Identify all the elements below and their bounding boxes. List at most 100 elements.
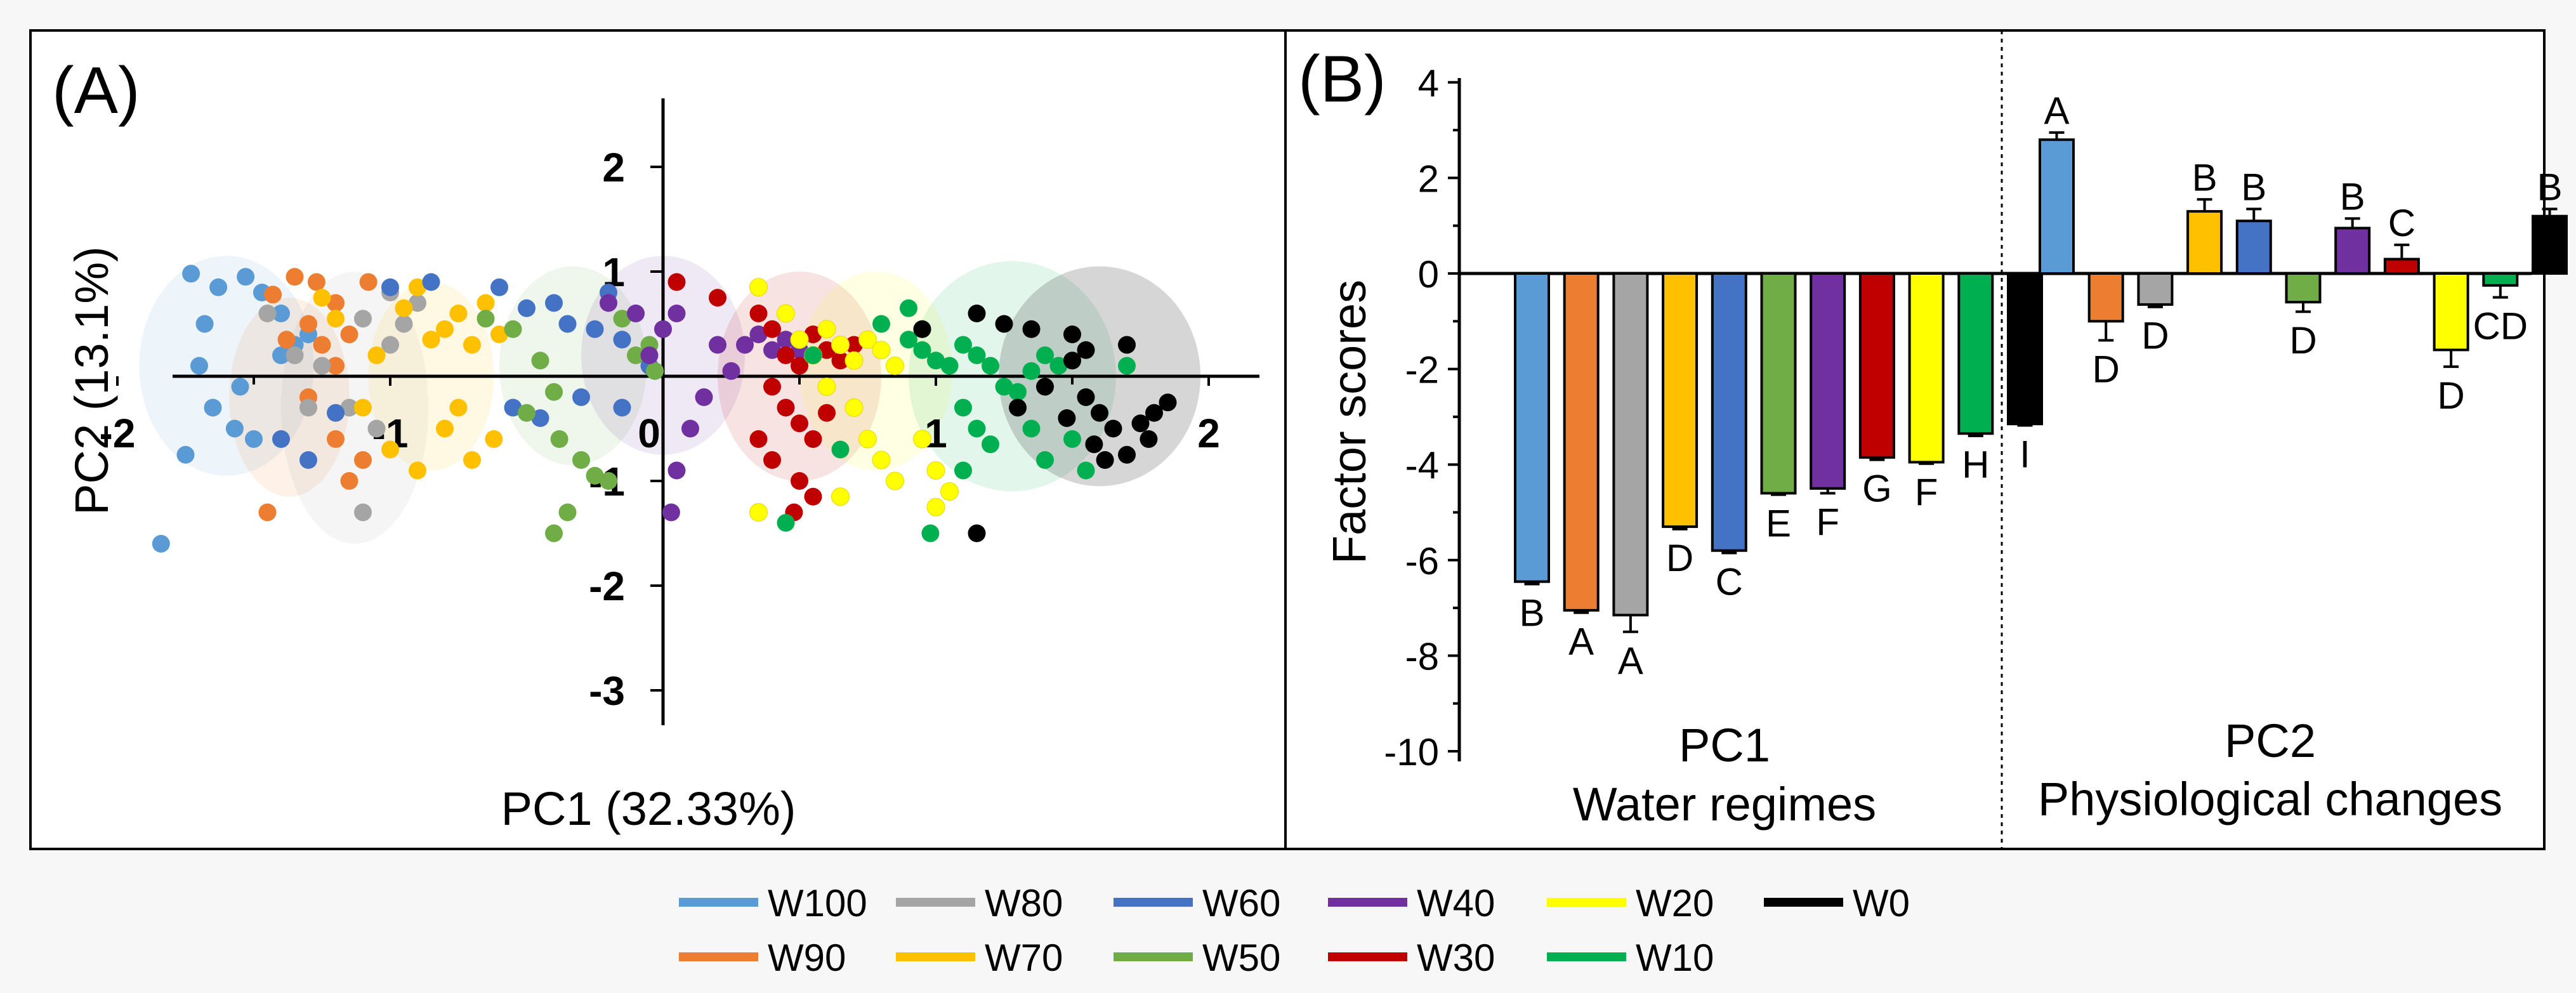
point-w20 [872,341,891,360]
point-w0 [1058,409,1076,427]
point-w60 [327,404,345,422]
point-w90 [299,315,317,333]
legend-swatch-w70 [896,952,975,961]
panel-a-label: (A) [52,54,140,128]
bar-pc1-w40 [1810,272,1846,490]
point-w70 [313,289,331,307]
point-w60 [613,331,631,349]
point-w20 [858,330,877,349]
point-w30 [777,346,795,364]
point-w90 [340,326,358,343]
significance-letter: D [2141,315,2169,357]
legend-swatch-w90 [679,952,758,961]
point-w40 [667,461,686,480]
point-w0 [1159,393,1177,412]
point-w100 [225,419,244,438]
point-w90 [327,357,345,375]
point-w60 [531,409,549,427]
point-w50 [586,466,604,485]
point-w30 [763,378,781,396]
factor-tick-label: -6 [1405,540,1439,582]
point-w30 [667,273,686,291]
bar-pc2-w40 [2334,227,2371,275]
bar-pc2-w0 [2532,214,2568,275]
point-w70 [395,299,413,317]
legend-swatch-w80 [896,898,975,907]
pca-axes [173,98,1259,725]
significance-letter: A [1618,640,1643,682]
point-w30 [818,341,836,359]
y-tick-label: -3 [589,668,625,714]
point-w40 [654,320,672,338]
point-w0 [1085,435,1103,454]
point-w10 [982,357,999,375]
factor-tick-label: 4 [1418,62,1439,105]
x-tick-label: 2 [1197,411,1220,456]
point-w90 [307,273,325,291]
point-w10 [927,352,945,370]
bar-pc1-w70 [1662,272,1699,529]
point-w10 [921,524,940,543]
x-tick-label: 0 [638,411,660,456]
point-w70 [422,331,440,349]
point-w30 [777,398,795,417]
point-w70 [490,326,508,343]
bar-pc1-w100 [1514,272,1550,583]
pc1-group-label: PC1 [1679,719,1770,772]
bar-pc2-w20 [2433,272,2469,352]
point-w30 [804,326,822,343]
point-w10 [968,346,986,364]
point-w10 [1063,430,1081,448]
point-w20 [844,351,864,370]
point-w20 [749,278,768,297]
point-w80 [313,357,331,375]
point-w10 [1118,357,1136,375]
point-w70 [436,320,454,338]
point-w0 [1022,320,1041,338]
legend-swatch-w40 [1328,898,1407,907]
significance-letter: H [1962,444,1989,486]
bar-pc2-w70 [2186,210,2223,275]
bar-pc2-w100 [2039,138,2075,275]
significance-letter: B [2537,166,2562,208]
point-w20 [817,378,836,396]
point-w10 [831,440,850,459]
significance-letter: B [2192,156,2218,199]
point-w100 [209,278,228,296]
legend-label-w50: W50 [1202,937,1280,979]
point-w30 [791,414,808,433]
point-w90 [340,472,358,490]
point-w0 [1063,352,1081,370]
point-w80 [354,310,372,328]
point-w10 [968,419,986,438]
factor-tick-label: -10 [1384,731,1439,773]
point-w40 [763,341,781,359]
point-w30 [791,472,808,490]
point-w90 [359,273,378,291]
point-w10 [1036,346,1054,364]
point-w60 [545,294,563,312]
point-w80 [340,398,358,417]
point-w30 [709,289,726,307]
significance-letter: B [2340,175,2365,218]
point-w100 [272,305,290,322]
point-w20 [886,357,904,375]
point-w70 [327,310,345,328]
point-w80 [299,398,317,417]
bar-pc2-w80 [2137,272,2174,306]
y-tick-label: -2 [589,563,625,609]
point-w0 [1104,419,1122,438]
point-w10 [954,461,972,480]
point-w0 [1009,398,1027,417]
factor-tick-label: 0 [1418,253,1439,296]
point-w60 [572,388,590,406]
legend-swatch-w0 [1764,898,1843,907]
point-w100 [152,535,170,553]
point-w60 [586,320,604,338]
significance-letter: D [2289,319,2316,362]
point-w70 [354,398,372,417]
point-w10 [954,398,972,417]
significance-letter: C [1716,561,1743,603]
point-w40 [749,326,768,343]
